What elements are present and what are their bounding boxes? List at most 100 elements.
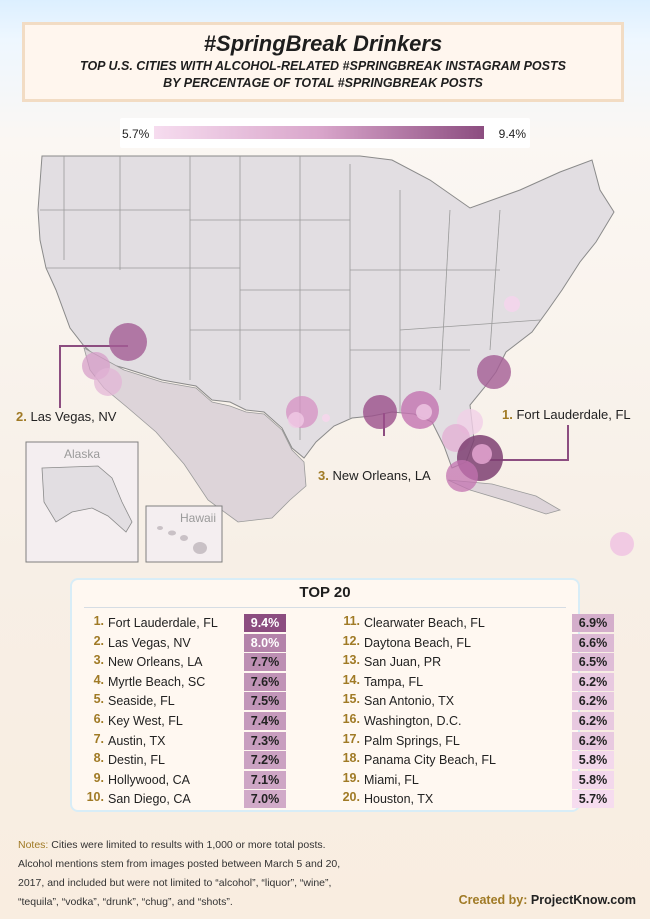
- city-bubbles: [82, 296, 634, 556]
- row-city: Key West, FL: [108, 714, 183, 728]
- notes-line1: Cities were limited to results with 1,00…: [48, 839, 326, 851]
- row-city: Hollywood, CA: [108, 772, 190, 787]
- table-row: 7. Austin, TX 7.3%: [86, 731, 314, 752]
- state-borders: [40, 156, 541, 440]
- row-rank: 3.: [93, 653, 104, 668]
- table-row: 16. Washington, D.C. 6.2%: [342, 712, 614, 732]
- callout-city: Las Vegas, NV: [30, 409, 117, 424]
- city-bubble: [446, 460, 478, 492]
- city-bubble: [363, 395, 397, 429]
- row-percent: 7.0%: [244, 790, 286, 809]
- row-percent: 7.4%: [244, 712, 286, 730]
- legend-min-label: 5.7%: [122, 127, 150, 141]
- row-rank: 8.: [93, 751, 104, 766]
- row-rank: 12.: [342, 633, 360, 648]
- table-row: 11. Clearwater Beach, FL 6.9%: [342, 614, 614, 634]
- row-city: Myrtle Beach, SC: [108, 674, 206, 689]
- row-percent: 5.8%: [572, 751, 614, 770]
- row-percent: 6.2%: [572, 672, 614, 691]
- table-row: 19. Miami, FL 5.8%: [342, 770, 614, 791]
- page-title: #SpringBreak Drinkers: [203, 31, 443, 56]
- table-row: 15. San Antonio, TX 6.2%: [342, 692, 614, 712]
- row-rank: 13.: [342, 653, 360, 668]
- callout-new-orleans: 3. New Orleans, LA: [318, 468, 431, 483]
- table-row: 9. Hollywood, CA 7.1%: [86, 770, 314, 791]
- row-city: Destin, FL: [108, 753, 165, 768]
- notes: Notes: Cities were limited to results wi…: [18, 836, 408, 912]
- callout-rank: 2.: [16, 409, 27, 424]
- row-city: Houston, TX: [364, 792, 434, 807]
- table-row: 13. San Juan, PR 6.5%: [342, 653, 614, 673]
- page-subtitle-line2: BY PERCENTAGE OF TOTAL #SPRINGBREAK POST…: [163, 76, 483, 90]
- table-row: 8. Destin, FL 7.2%: [86, 751, 314, 771]
- city-bubble: [109, 323, 147, 361]
- city-bubble: [416, 404, 432, 420]
- top20-divider: [84, 607, 566, 608]
- row-city: Panama City Beach, FL: [364, 753, 497, 768]
- callout-city: Fort Lauderdale, FL: [516, 407, 631, 422]
- row-percent: 5.8%: [572, 770, 614, 789]
- row-rank: 17.: [342, 731, 360, 746]
- row-rank: 20.: [342, 790, 360, 805]
- table-row: 18. Panama City Beach, FL 5.8%: [342, 751, 614, 771]
- callout-rank: 1.: [502, 407, 513, 422]
- legend-max-label: 9.4%: [498, 127, 526, 141]
- city-bubble: [610, 532, 634, 556]
- row-percent: 7.1%: [244, 770, 286, 789]
- city-bubble: [322, 414, 330, 422]
- alaska-label: Alaska: [64, 447, 100, 461]
- city-bubble: [504, 296, 520, 312]
- notes-line2: Alcohol mentions stem from images posted…: [18, 858, 341, 870]
- city-bubble: [477, 355, 511, 389]
- row-rank: 11.: [343, 614, 360, 628]
- row-percent: 9.4%: [244, 614, 286, 632]
- row-city: San Diego, CA: [108, 792, 191, 807]
- row-city: Washington, D.C.: [364, 714, 462, 728]
- cuba: [447, 479, 562, 515]
- row-percent: 8.0%: [244, 633, 286, 652]
- row-percent: 5.7%: [572, 790, 614, 809]
- row-rank: 18.: [342, 751, 360, 766]
- row-city: Palm Springs, FL: [364, 733, 460, 748]
- row-percent: 7.3%: [244, 731, 286, 750]
- table-row: 3. New Orleans, LA 7.7%: [86, 653, 314, 673]
- row-rank: 19.: [342, 770, 360, 785]
- mexico: [83, 347, 307, 523]
- notes-label: Notes:: [18, 839, 49, 851]
- top20-title: TOP 20: [299, 584, 351, 601]
- row-percent: 6.6%: [572, 633, 614, 652]
- row-rank: 14.: [342, 672, 360, 687]
- row-percent: 6.2%: [572, 712, 614, 730]
- row-percent: 7.7%: [244, 653, 286, 672]
- hawaii-inset: [145, 505, 223, 563]
- table-row: 12. Daytona Beach, FL 6.6%: [342, 633, 614, 654]
- us-map: Alaska Hawaii: [25, 155, 634, 563]
- row-city: Miami, FL: [364, 772, 419, 787]
- row-rank: 7.: [93, 731, 104, 746]
- credit-name: ProjectKnow.com: [530, 893, 636, 907]
- hawaii-label: Hawaii: [180, 511, 216, 525]
- credit-label: Created by:: [458, 893, 528, 907]
- row-city: Seaside, FL: [108, 694, 175, 709]
- row-percent: 6.2%: [572, 692, 614, 711]
- row-city: Tampa, FL: [364, 674, 424, 689]
- row-rank: 9.: [93, 770, 104, 785]
- callout-las-vegas: 2. Las Vegas, NV: [16, 409, 116, 424]
- credit: Created by: ProjectKnow.com: [459, 893, 636, 907]
- row-city: Clearwater Beach, FL: [364, 616, 485, 630]
- table-row: 17. Palm Springs, FL 6.2%: [342, 731, 614, 752]
- table-row: 14. Tampa, FL 6.2%: [342, 672, 614, 693]
- callout-city: New Orleans, LA: [332, 468, 431, 483]
- row-city: Las Vegas, NV: [108, 635, 191, 650]
- row-percent: 6.9%: [572, 614, 614, 632]
- page-subtitle-line1: TOP U.S. CITIES WITH ALCOHOL-RELATED #SP…: [80, 59, 566, 73]
- row-percent: 6.2%: [572, 731, 614, 750]
- top20-table: TOP 20 1. Fort Lauderdale, FL 9.4% 2. Las Ve…: [70, 578, 614, 812]
- table-row: 5. Seaside, FL 7.5%: [86, 692, 314, 712]
- table-row: 20. Houston, TX 5.7%: [342, 790, 614, 810]
- city-bubble: [94, 368, 122, 396]
- callout-rank: 3.: [318, 468, 329, 483]
- row-rank: 1.: [93, 614, 104, 628]
- hawaii-islands: [157, 526, 207, 554]
- row-percent: 7.5%: [244, 692, 286, 711]
